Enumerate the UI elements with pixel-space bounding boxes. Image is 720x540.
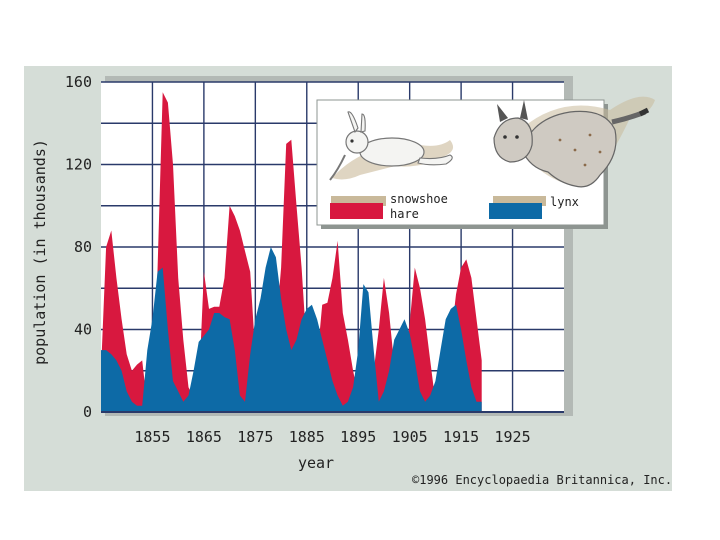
y-tick-label-40: 40 xyxy=(74,321,92,339)
copyright-text: ©1996 Encyclopaedia Britannica, Inc. xyxy=(412,473,672,487)
x-tick-label-1905: 1905 xyxy=(392,428,428,446)
x-tick-label-1915: 1915 xyxy=(443,428,479,446)
x-tick-label-1885: 1885 xyxy=(289,428,325,446)
lynx-swatch-shadow xyxy=(493,196,546,206)
legend: snowshoe hare lynx xyxy=(316,96,655,229)
lynx-legend-label: lynx xyxy=(550,195,579,209)
y-tick-label-160: 160 xyxy=(65,73,92,91)
x-axis-title: year xyxy=(298,454,334,472)
x-tick-label-1925: 1925 xyxy=(494,428,530,446)
hare-legend-label-line2: hare xyxy=(390,207,419,221)
hare-swatch-shadow xyxy=(331,196,386,206)
x-tick-label-1895: 1895 xyxy=(340,428,376,446)
lynx-illustration xyxy=(493,96,655,188)
area-snowshoe-hare xyxy=(101,92,482,413)
x-tick-label-1865: 1865 xyxy=(186,428,222,446)
x-tick-label-1875: 1875 xyxy=(237,428,273,446)
y-tick-label-80: 80 xyxy=(74,238,92,256)
y-tick-labels: 0 40 80 120 160 xyxy=(65,73,92,421)
area-lynx xyxy=(101,247,482,412)
data-areas xyxy=(101,92,482,413)
y-tick-label-0: 0 xyxy=(83,403,92,421)
x-tick-labels: 1855 1865 1875 1885 1895 1905 1915 1925 xyxy=(134,428,530,446)
x-tick-label-1855: 1855 xyxy=(134,428,170,446)
y-tick-label-120: 120 xyxy=(65,156,92,174)
y-axis-title: population (in thousands) xyxy=(31,139,49,365)
hare-swatch xyxy=(330,203,383,219)
lynx-swatch xyxy=(489,203,542,219)
snowshoe-hare-illustration xyxy=(329,111,454,181)
hare-legend-label-line1: snowshoe xyxy=(390,192,448,206)
